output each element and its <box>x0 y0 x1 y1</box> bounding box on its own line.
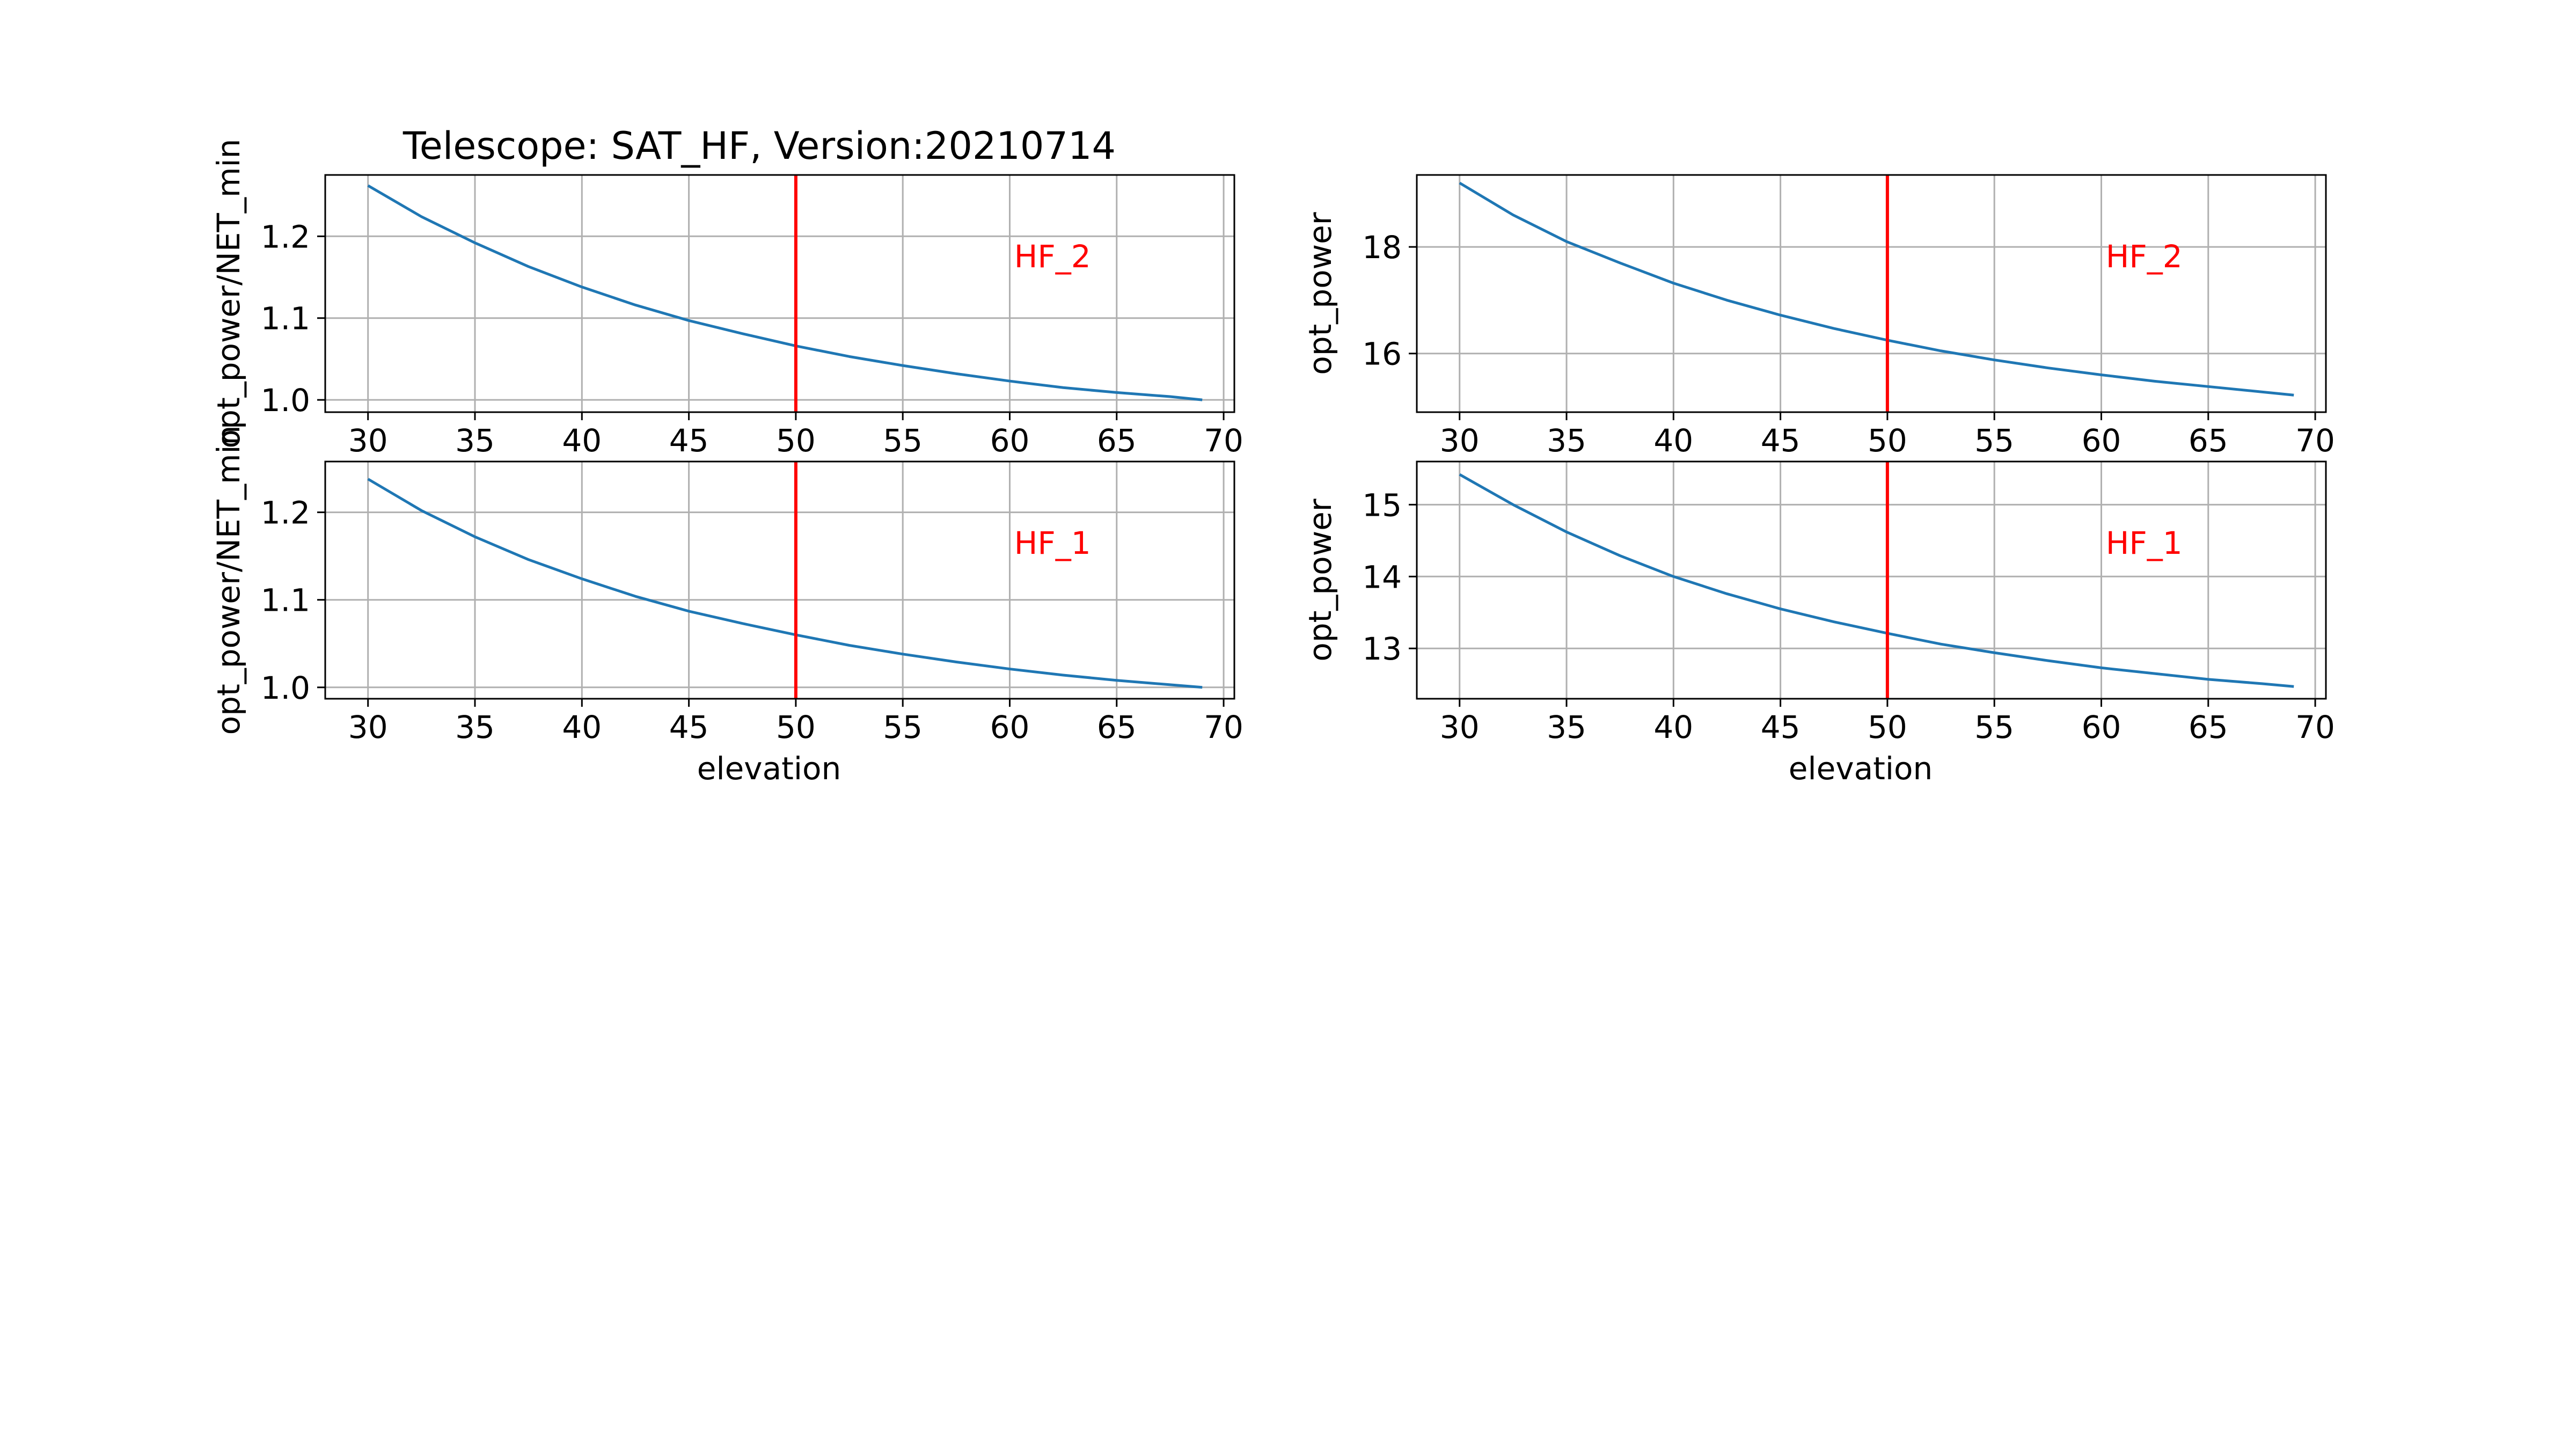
x-tick-label: 35 <box>1547 422 1586 459</box>
y-axis-label: opt_power <box>1302 499 1338 661</box>
x-tick-label: 55 <box>883 709 923 745</box>
series-annotation: HF_1 <box>2106 525 2183 561</box>
subplot-3: 30 35 40 45 50 55 60 65 70 1.0 1.1 1.2 opt_power/NET… <box>210 426 1243 787</box>
x-tick-label: 45 <box>1761 422 1801 459</box>
x-tick-label: 65 <box>2189 709 2228 745</box>
y-tick-label: 15 <box>1362 487 1402 523</box>
series-annotation: HF_2 <box>1014 238 1091 275</box>
x-tick-label: 50 <box>1868 422 1907 459</box>
x-tick-label: 45 <box>669 422 709 459</box>
x-tick-label: 60 <box>2082 422 2121 459</box>
subplot-4: 30 35 40 45 50 55 60 65 70 13 14 15 opt_powerelevati… <box>1302 460 2335 787</box>
x-tick-label: 50 <box>776 422 816 459</box>
axes-frame <box>1416 174 2327 413</box>
x-tick-label: 35 <box>455 422 495 459</box>
y-tick-label: 1.0 <box>261 382 310 419</box>
figure-title: Telescope: SAT_HF, Version:20210714 <box>402 124 1116 168</box>
x-tick-label: 45 <box>1761 709 1801 745</box>
x-tick-label: 40 <box>1653 709 1693 745</box>
subplot-2: 30 35 40 45 50 55 60 65 70 16 18 opt_power HF_2 <box>1302 174 2335 459</box>
series-annotation: HF_1 <box>1014 525 1091 561</box>
x-tick-label: 30 <box>348 709 388 745</box>
x-tick-label: 45 <box>669 709 709 745</box>
x-tick-label: 55 <box>883 422 923 459</box>
x-tick-label: 35 <box>455 709 495 745</box>
axes-frame <box>324 174 1235 413</box>
x-tick-label: 70 <box>2295 422 2335 459</box>
x-tick-label: 30 <box>1440 709 1480 745</box>
y-tick-label: 1.2 <box>261 218 310 255</box>
y-tick-label: 18 <box>1362 229 1402 266</box>
y-tick-label: 16 <box>1362 336 1402 372</box>
x-tick-label: 30 <box>348 422 388 459</box>
y-axis-label: opt_power/NET_min <box>210 426 247 735</box>
x-tick-label: 65 <box>1097 422 1137 459</box>
x-tick-label: 60 <box>2082 709 2121 745</box>
x-tick-label: 55 <box>1974 709 2014 745</box>
x-tick-label: 60 <box>990 422 1030 459</box>
x-tick-label: 40 <box>562 709 602 745</box>
x-tick-label: 40 <box>1653 422 1693 459</box>
x-tick-label: 70 <box>1204 422 1243 459</box>
subplots: 30 35 40 45 50 55 60 65 70 1.0 1.1 1.2 opt_power/NET… <box>210 139 2335 787</box>
y-tick-label: 14 <box>1362 559 1402 595</box>
y-tick-label: 13 <box>1362 631 1402 667</box>
axes-frame <box>1416 460 2327 700</box>
series-annotation: HF_2 <box>2106 238 2183 275</box>
x-axis-label: elevation <box>1789 750 1933 787</box>
x-tick-label: 70 <box>1204 709 1243 745</box>
x-tick-label: 65 <box>2189 422 2228 459</box>
x-axis-label: elevation <box>697 750 841 787</box>
y-axis-label: opt_power/NET_min <box>210 139 247 449</box>
y-axis-label: opt_power <box>1302 212 1338 375</box>
x-tick-label: 65 <box>1097 709 1137 745</box>
x-tick-label: 70 <box>2295 709 2335 745</box>
x-tick-label: 30 <box>1440 422 1480 459</box>
x-tick-label: 40 <box>562 422 602 459</box>
x-tick-label: 35 <box>1547 709 1586 745</box>
y-tick-label: 1.1 <box>261 582 310 619</box>
x-tick-label: 50 <box>776 709 816 745</box>
subplot-1: 30 35 40 45 50 55 60 65 70 1.0 1.1 1.2 opt_power/NET… <box>210 139 1243 459</box>
y-tick-label: 1.0 <box>261 670 310 706</box>
y-tick-label: 1.1 <box>261 301 310 337</box>
axes-frame <box>324 460 1235 700</box>
x-tick-label: 55 <box>1974 422 2014 459</box>
x-tick-label: 50 <box>1868 709 1907 745</box>
x-tick-label: 60 <box>990 709 1030 745</box>
y-tick-label: 1.2 <box>261 495 310 531</box>
